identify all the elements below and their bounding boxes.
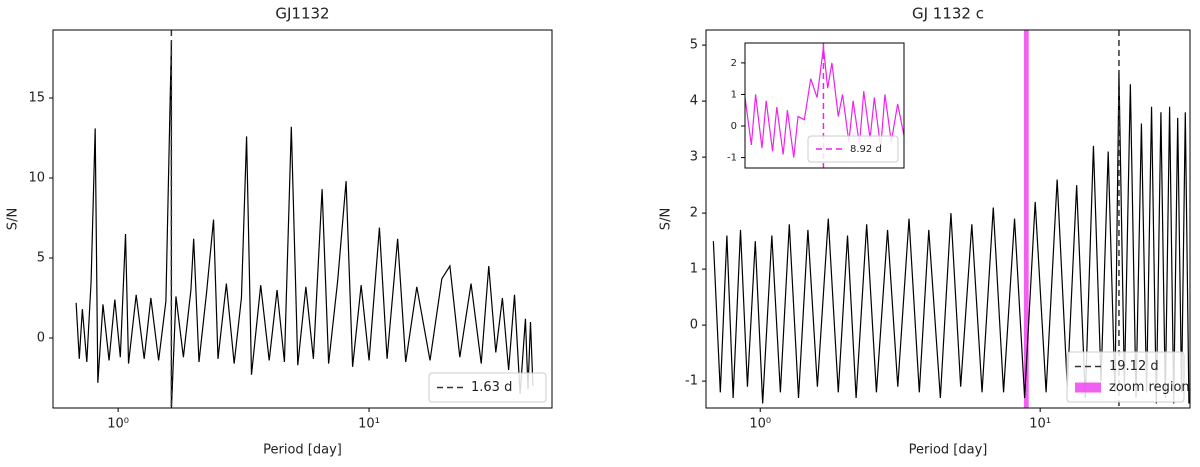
chart-title: GJ 1132 c [912,5,984,23]
y-tick-label: 2 [690,206,698,221]
series-line [712,73,1190,404]
plot-layer [75,30,534,408]
x-tick-label: 10⁰ [107,417,129,432]
y-tick-label: 1 [690,262,698,277]
y-axis-label: S/N [6,208,21,230]
legend-label: 8.92 d [850,144,882,155]
y-tick-label: 15 [28,91,45,106]
y-tick-label: 0 [37,331,45,346]
y-tick-label: 0 [690,318,698,333]
series-line [745,47,904,158]
legend-box [807,135,899,163]
y-tick-label: 5 [37,251,45,266]
plot-area [53,30,552,408]
y-tick-label: 1 [731,89,737,100]
y-tick-label: 10 [28,171,45,186]
x-tick-label: 10⁰ [749,417,771,432]
legend-box [428,372,547,403]
axes-frame [705,29,1191,409]
legend-label: zoom region [1109,380,1190,395]
x-axis-label: Period [day] [263,443,342,458]
y-tick-label: -1 [685,374,698,389]
y-tick-label: 3 [690,150,698,165]
series-line [75,41,534,408]
legend-label: 19.12 d [1109,359,1159,374]
legend-label: 1.63 d [471,380,512,395]
axes-frame [52,29,553,409]
y-axis-label: S/N [659,208,674,230]
plot-layer [712,30,1190,408]
y-tick-label: 5 [690,38,698,53]
legend-swatch [1075,382,1101,393]
chart-title: GJ1132 [275,5,329,23]
x-axis-label: Period [day] [909,443,988,458]
y-tick-label: -1 [727,153,737,164]
axes-frame [744,42,905,169]
x-tick-label: 10¹ [358,417,380,432]
y-tick-label: 2 [731,58,737,69]
y-tick-label: 0 [731,121,737,132]
x-tick-label: 10¹ [1029,417,1051,432]
zoom-span [1023,30,1029,408]
y-tick-label: 4 [690,94,698,109]
